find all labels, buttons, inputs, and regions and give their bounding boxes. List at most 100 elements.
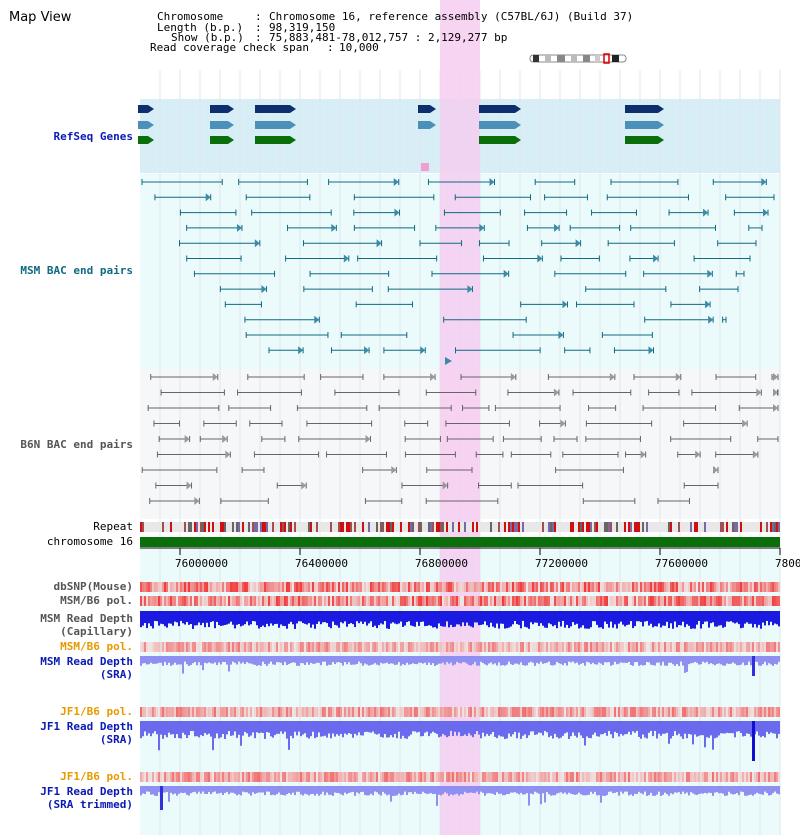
read-depth-bar bbox=[484, 656, 486, 665]
repeat-mark bbox=[568, 522, 570, 532]
chromosome-ideogram[interactable] bbox=[529, 53, 627, 64]
repeat-mark bbox=[194, 522, 196, 532]
polymorphism-mark bbox=[246, 707, 248, 717]
polymorphism-mark bbox=[284, 596, 286, 606]
polymorphism-mark bbox=[274, 582, 276, 592]
read-depth-bar bbox=[254, 786, 256, 794]
read-depth-bar bbox=[252, 786, 254, 793]
read-depth-bar bbox=[524, 786, 526, 795]
polymorphism-mark bbox=[192, 642, 194, 652]
read-depth-bar bbox=[538, 611, 540, 626]
track-label-refseq-genes[interactable]: RefSeq Genes bbox=[53, 130, 133, 143]
polymorphism-mark bbox=[184, 707, 186, 717]
track-label-chromosome[interactable]: chromosome 16 bbox=[46, 535, 133, 548]
polymorphism-mark bbox=[700, 707, 702, 717]
polymorphism-mark bbox=[216, 707, 218, 717]
polymorphism-mark bbox=[542, 582, 544, 592]
track-label-jf1-b6-pol-2[interactable]: JF1/B6 pol. bbox=[60, 770, 133, 783]
read-depth-bar bbox=[604, 611, 606, 622]
polymorphism-mark bbox=[686, 642, 688, 652]
polymorphism-mark bbox=[214, 772, 216, 782]
read-depth-bar bbox=[614, 786, 616, 793]
polymorphism-mark bbox=[240, 772, 242, 782]
repeat-mark bbox=[708, 522, 710, 532]
track-label-jf1-read-depth-sra[interactable]: JF1 Read Depth bbox=[40, 720, 133, 733]
polymorphism-mark bbox=[618, 772, 620, 782]
read-depth-bar bbox=[480, 611, 482, 625]
read-depth-bar bbox=[510, 656, 512, 665]
read-depth-bar bbox=[346, 611, 348, 627]
read-depth-bar bbox=[580, 721, 582, 736]
polymorphism-mark bbox=[432, 642, 434, 652]
polymorphism-mark bbox=[192, 596, 194, 606]
read-depth-bar bbox=[664, 611, 666, 626]
polymorphism-mark bbox=[506, 707, 508, 717]
read-depth-bar bbox=[472, 611, 474, 628]
track-label-b6n-bac[interactable]: B6N BAC end pairs bbox=[20, 438, 133, 451]
repeat-mark bbox=[240, 522, 242, 532]
read-depth-bar bbox=[180, 721, 182, 739]
read-depth-bar bbox=[424, 721, 426, 733]
read-depth-bar bbox=[184, 611, 186, 625]
read-depth-bar bbox=[488, 611, 490, 628]
polymorphism-mark bbox=[174, 772, 176, 782]
polymorphism-mark bbox=[294, 596, 296, 606]
bac-arrow bbox=[609, 373, 615, 381]
read-depth-bar bbox=[704, 786, 706, 793]
read-depth-bar bbox=[472, 721, 474, 738]
read-depth-bar bbox=[562, 786, 564, 794]
polymorphism-mark bbox=[264, 582, 266, 592]
polymorphism-mark bbox=[182, 596, 184, 606]
polymorphism-mark bbox=[640, 582, 642, 592]
track-label-msm-bac[interactable]: MSM BAC end pairs bbox=[20, 264, 133, 277]
track-label-jf1-read-depth-trimmed[interactable]: JF1 Read Depth bbox=[40, 785, 133, 798]
track-label-msm-read-depth-capillary[interactable]: MSM Read Depth bbox=[40, 612, 133, 625]
read-depth-bar bbox=[376, 611, 378, 629]
read-depth-bar bbox=[484, 786, 486, 796]
read-depth-bar bbox=[256, 656, 258, 666]
polymorphism-mark bbox=[406, 707, 408, 717]
polymorphism-mark bbox=[766, 772, 768, 782]
read-depth-bar bbox=[336, 721, 338, 735]
read-depth-bar bbox=[158, 656, 160, 663]
polymorphism-mark bbox=[696, 772, 698, 782]
read-depth-bar bbox=[630, 611, 632, 622]
read-depth-bar bbox=[182, 786, 184, 794]
read-depth-bar bbox=[166, 656, 168, 665]
read-depth-bar bbox=[260, 611, 262, 627]
read-depth-bar bbox=[578, 786, 580, 793]
track-label-jf1-b6-pol[interactable]: JF1/B6 pol. bbox=[60, 705, 133, 718]
track-label-repeat[interactable]: Repeat bbox=[93, 520, 133, 533]
polymorphism-mark bbox=[356, 582, 358, 592]
polymorphism-mark bbox=[762, 772, 764, 782]
read-depth-bar bbox=[560, 611, 562, 627]
polymorphism-mark bbox=[606, 582, 608, 592]
read-depth-bar bbox=[686, 656, 688, 672]
repeat-mark bbox=[718, 522, 720, 532]
read-depth-bar bbox=[324, 656, 326, 662]
polymorphism-mark bbox=[380, 707, 382, 717]
read-depth-bar bbox=[264, 656, 266, 665]
read-depth-bar bbox=[452, 786, 454, 796]
repeat-mark bbox=[424, 522, 426, 532]
polymorphism-mark bbox=[514, 772, 516, 782]
polymorphism-mark bbox=[286, 772, 288, 782]
read-depth-bar bbox=[678, 721, 680, 734]
track-label-msm-b6-pol-2[interactable]: MSM/B6 pol. bbox=[60, 640, 133, 653]
polymorphism-mark bbox=[654, 642, 656, 652]
polymorphism-mark bbox=[532, 707, 534, 717]
polymorphism-mark bbox=[190, 596, 192, 606]
polymorphism-mark bbox=[738, 582, 740, 592]
polymorphism-mark bbox=[652, 642, 654, 652]
track-label-dbsnp[interactable]: dbSNP(Mouse) bbox=[53, 580, 133, 593]
polymorphism-mark bbox=[590, 642, 592, 652]
track-label-msm-read-depth-sra[interactable]: MSM Read Depth bbox=[40, 655, 133, 668]
repeat-mark bbox=[434, 522, 436, 532]
polymorphism-mark bbox=[154, 642, 156, 652]
polymorphism-mark bbox=[510, 582, 512, 592]
track-label-msm-b6-pol[interactable]: MSM/B6 pol. bbox=[60, 594, 133, 607]
read-depth-bar bbox=[750, 611, 752, 624]
polymorphism-mark bbox=[236, 596, 238, 606]
polymorphism-mark bbox=[316, 596, 318, 606]
